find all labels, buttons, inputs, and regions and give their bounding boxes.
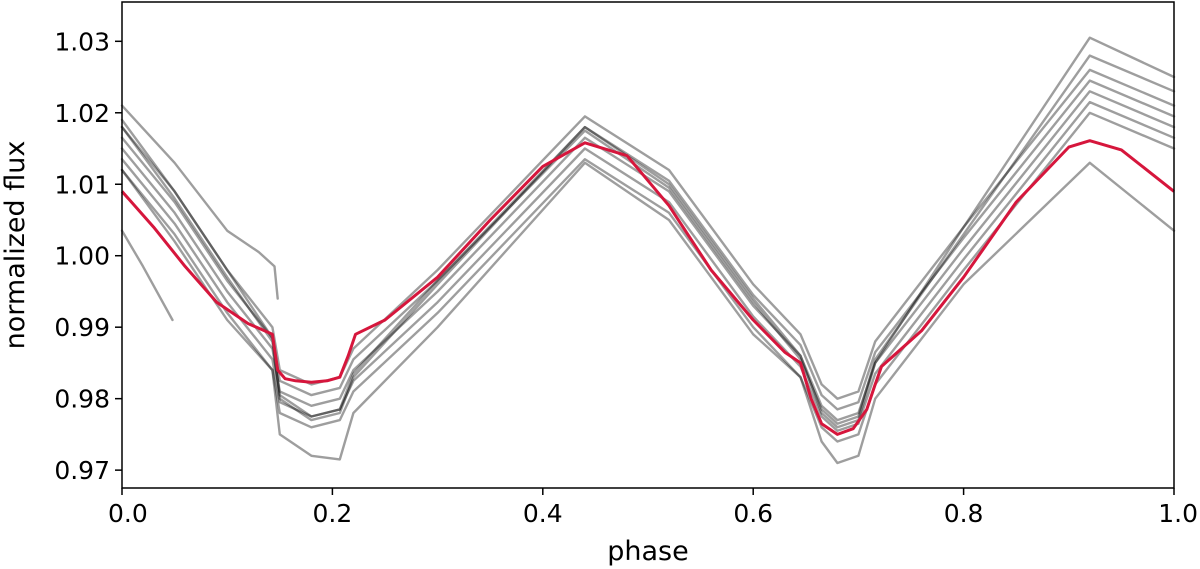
- x-axis-label: phase: [607, 536, 688, 567]
- y-tick-label: 1.00: [54, 242, 110, 271]
- y-axis-label: normalized flux: [0, 141, 31, 350]
- x-tick-label: 0.2: [313, 499, 353, 528]
- x-axis-ticks: 0.0 0.2 0.4 0.6 0.8 1.0: [108, 488, 1198, 528]
- observation-curve-obs-3: [120, 100, 1176, 432]
- y-axis-ticks: 0.97 0.98 0.99 1.00 1.01 1.02 1.03: [54, 27, 122, 485]
- y-tick-label: 0.99: [54, 313, 110, 342]
- observation-curve-obs-1: [120, 90, 1176, 422]
- y-tick-label: 1.03: [54, 27, 110, 56]
- x-tick-label: 0.0: [108, 499, 148, 528]
- observation-curve-obs-2: [120, 79, 1176, 411]
- x-tick-label: 0.4: [523, 499, 563, 528]
- plot-frame: [121, 1, 1175, 489]
- observation-curve-obs-early-upper: [120, 104, 279, 300]
- observation-curve-obs-early-lower: [120, 229, 174, 322]
- model-curve: [120, 139, 1175, 436]
- y-tick-label: 0.98: [54, 385, 110, 414]
- y-tick-label: 0.97: [54, 456, 110, 485]
- x-tick-label: 1.0: [1158, 499, 1198, 528]
- y-tick-label: 1.02: [54, 99, 110, 128]
- model-layer: [120, 139, 1175, 436]
- observation-layer: [120, 36, 1176, 465]
- observation-curve-obs-low: [120, 161, 1176, 465]
- x-tick-label: 0.6: [733, 499, 773, 528]
- y-tick-label: 1.01: [54, 170, 110, 199]
- x-tick-label: 0.8: [944, 499, 984, 528]
